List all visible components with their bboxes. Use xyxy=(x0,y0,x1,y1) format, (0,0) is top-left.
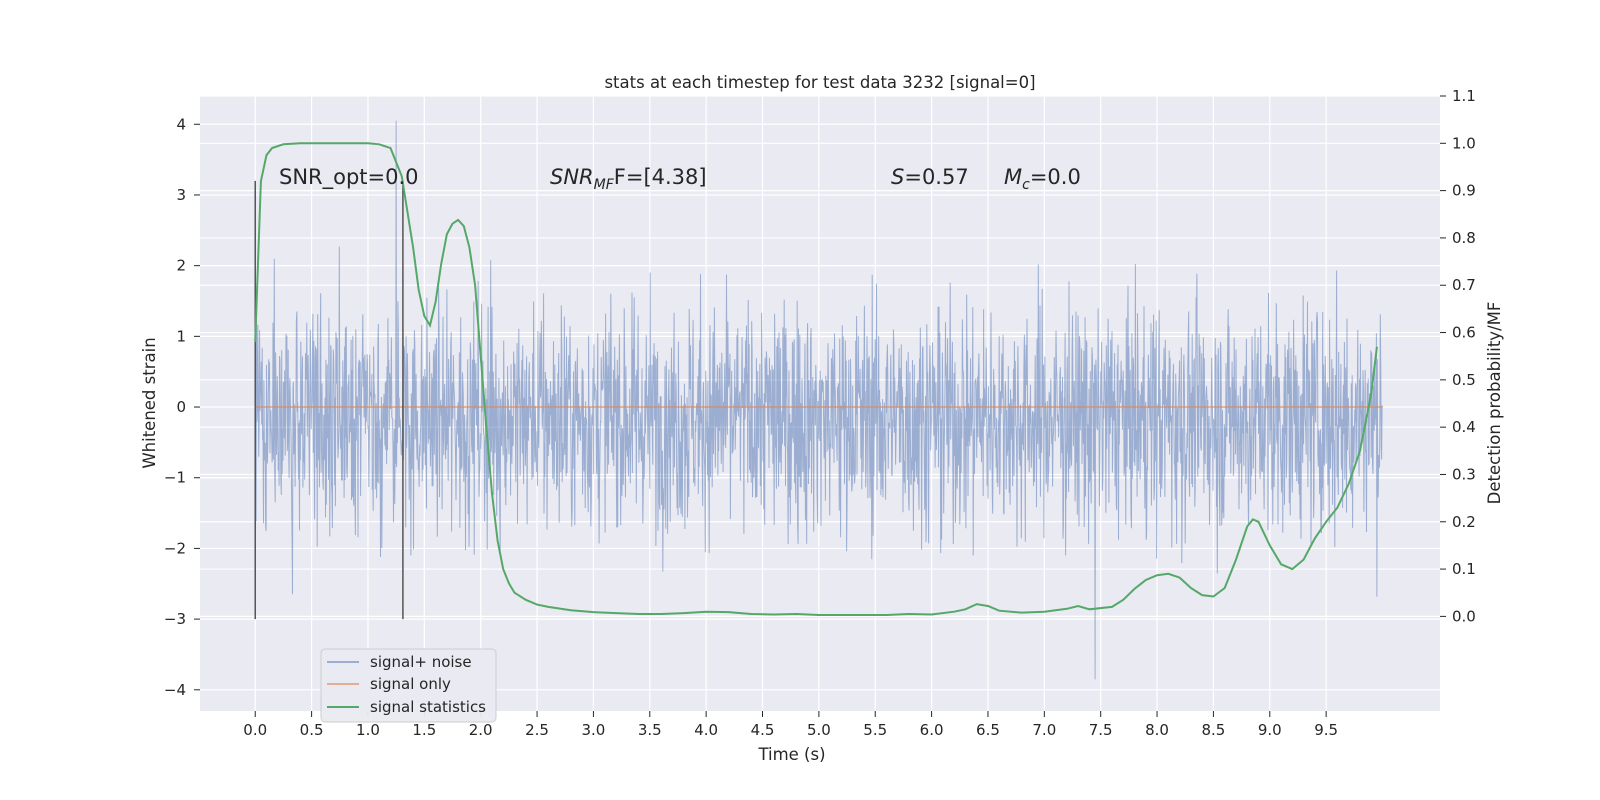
y-left-tick-label: 1 xyxy=(176,327,186,345)
x-tick-label: 2.5 xyxy=(525,721,549,739)
x-tick-label: 7.0 xyxy=(1032,721,1056,739)
annotation-s: S=0.57 xyxy=(891,165,969,189)
x-tick-label: 4.5 xyxy=(751,721,775,739)
y-right-tick-label: 0.3 xyxy=(1452,465,1476,483)
x-tick-label: 9.0 xyxy=(1258,721,1282,739)
y-right-tick-label: 1.0 xyxy=(1452,134,1476,152)
y-left-tick-label: −1 xyxy=(164,469,186,487)
y-left-tick-label: 3 xyxy=(176,186,186,204)
y-right-tick-label: 1.1 xyxy=(1452,87,1476,105)
x-tick-label: 9.5 xyxy=(1314,721,1338,739)
y-left-tick-label: −4 xyxy=(164,681,186,699)
y-right-tick-label: 0.5 xyxy=(1452,371,1476,389)
y-right-tick-label: 0.0 xyxy=(1452,607,1476,625)
annotation-snr-mf: SNRMFF=[4.38] xyxy=(550,165,707,193)
x-tick-label: 0.0 xyxy=(243,721,267,739)
signal-noise-series xyxy=(254,120,1383,680)
signal-noise-line xyxy=(254,120,1383,680)
x-tick-label: 8.5 xyxy=(1201,721,1225,739)
y-right-tick-label: 0.2 xyxy=(1452,513,1476,531)
x-axis-label: Time (s) xyxy=(757,745,825,764)
legend-label-signal-only: signal only xyxy=(370,675,451,693)
x-tick-label: 0.5 xyxy=(300,721,324,739)
x-tick-label: 1.0 xyxy=(356,721,380,739)
x-tick-label: 2.0 xyxy=(469,721,493,739)
annotation-mc-main: M xyxy=(1004,165,1022,189)
y-left-tick-label: −3 xyxy=(164,610,186,628)
x-tick-label: 7.5 xyxy=(1089,721,1113,739)
x-tick-label: 1.5 xyxy=(412,721,436,739)
annotation-mc-tail: =0.0 xyxy=(1030,165,1081,189)
y-right-tick-label: 0.4 xyxy=(1452,418,1476,436)
x-tick-label: 5.5 xyxy=(863,721,887,739)
legend: signal+ noise signal only signal statist… xyxy=(320,648,497,723)
y-right-tick-label: 0.6 xyxy=(1452,324,1476,342)
annotation-s-main: S xyxy=(891,165,904,189)
vertical-markers xyxy=(254,180,404,620)
x-tick-label: 3.5 xyxy=(638,721,662,739)
legend-label-signal-noise: signal+ noise xyxy=(370,653,472,671)
y-right-tick-label: 0.8 xyxy=(1452,229,1476,247)
annotation-mc: Mc=0.0 xyxy=(1004,165,1081,193)
y-right-tick-label: 0.9 xyxy=(1452,182,1476,200)
legend-box xyxy=(320,648,497,723)
y-right-tick-label: 0.7 xyxy=(1452,276,1476,294)
y-left-tick-label: −2 xyxy=(164,539,186,557)
x-tick-label: 6.0 xyxy=(920,721,944,739)
y-left-tick-label: 4 xyxy=(176,115,186,133)
annotation-snr-opt: SNR_opt=0.0 xyxy=(279,165,419,190)
annotation-s-tail: =0.57 xyxy=(904,165,968,189)
x-tick-label: 5.0 xyxy=(807,721,831,739)
y-left-tick-label: 0 xyxy=(176,398,186,416)
y-axis-right-label: Detection probability/MF xyxy=(1485,302,1504,505)
annotation-mc-sub: c xyxy=(1022,177,1030,193)
x-tick-label: 8.0 xyxy=(1145,721,1169,739)
chart-title: stats at each timestep for test data 323… xyxy=(604,73,1035,92)
legend-label-signal-statistics: signal statistics xyxy=(370,698,486,716)
x-tick-label: 6.5 xyxy=(976,721,1000,739)
annotations: SNR_opt=0.0 SNRMFF=[4.38] S=0.57 Mc=0.0 xyxy=(279,165,1081,193)
signal-statistics-series xyxy=(254,142,1378,616)
annotation-snr-mf-tail: F=[4.38] xyxy=(614,165,707,189)
signal-statistics-line xyxy=(254,142,1378,616)
ticks: 0.0 0.5 1.0 1.5 2.0 2.5 3.0 3.5 4.0 4.5 5.0 5.5 6.0 6… xyxy=(164,87,1476,739)
y-left-tick-label: 2 xyxy=(176,257,186,275)
y-right-tick-label: 0.1 xyxy=(1452,560,1476,578)
y-axis-left-label: Whitened strain xyxy=(140,337,159,468)
annotation-snr-mf-sub: MF xyxy=(594,177,615,193)
x-tick-label: 4.0 xyxy=(694,721,718,739)
annotation-snr-mf-main: SNR xyxy=(550,165,594,189)
x-tick-label: 3.0 xyxy=(581,721,605,739)
